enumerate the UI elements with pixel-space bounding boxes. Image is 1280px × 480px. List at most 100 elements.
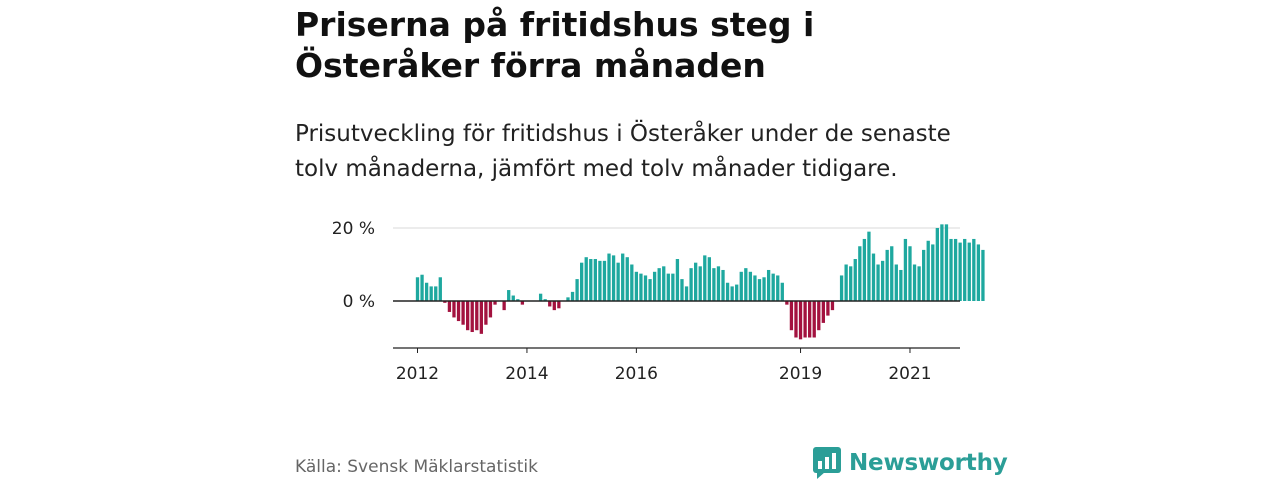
bar (940, 224, 944, 301)
bar (785, 301, 789, 305)
bar (876, 264, 880, 301)
bar (853, 259, 857, 301)
bar (447, 301, 452, 312)
bar (675, 259, 680, 301)
bar (502, 301, 506, 311)
bar (753, 275, 757, 301)
bar (703, 255, 707, 302)
bar (621, 253, 625, 301)
x-tick-label: 2014 (505, 364, 548, 384)
bar (885, 249, 889, 301)
bar (849, 266, 853, 301)
bar (456, 301, 461, 322)
bar (949, 238, 953, 301)
bar (712, 268, 716, 301)
bar (548, 301, 552, 307)
bar (730, 286, 734, 301)
bar (716, 266, 721, 301)
chart-subtitle: Prisutveckling för fritidshus i Österåke… (295, 117, 985, 187)
title-line-1: Priserna på fritidshus steg i (295, 5, 815, 44)
bar (944, 224, 949, 301)
bar (662, 266, 666, 301)
bar (589, 259, 593, 301)
bar (671, 273, 675, 302)
bar (493, 301, 497, 305)
bar (570, 291, 575, 302)
bar (593, 259, 597, 301)
source-note: Källa: Svensk Mäklarstatistik (295, 457, 538, 477)
bar (415, 277, 420, 301)
bar (917, 266, 921, 301)
bar (707, 257, 711, 301)
bar (488, 301, 493, 318)
bar (899, 269, 903, 301)
bar (429, 286, 433, 301)
bar (438, 277, 442, 301)
bar (507, 290, 511, 301)
bar (652, 271, 657, 301)
bar (817, 301, 821, 331)
bar (830, 301, 835, 311)
bar (967, 242, 971, 301)
brand-name: Newsworthy (849, 450, 1008, 476)
bar (890, 246, 894, 301)
tick-labels: 0 %20 %2012201420162019202120234 % (332, 219, 932, 384)
bar (602, 260, 607, 301)
bar (867, 231, 871, 301)
chart-card: Priserna på fritidshus steg i Österåker … (295, 0, 1008, 480)
y-tick-label: 0 % (343, 292, 375, 312)
x-tick-label: 2012 (396, 364, 439, 384)
bars (415, 224, 985, 340)
bar (880, 260, 885, 301)
bar (584, 257, 588, 301)
bar (420, 274, 424, 301)
bar (689, 268, 693, 301)
bar (926, 240, 930, 301)
bar (479, 301, 483, 334)
bar (520, 301, 525, 305)
bar (762, 277, 766, 301)
bar (826, 301, 830, 316)
bar (839, 275, 844, 301)
bar (639, 273, 643, 302)
bar-chart: 0 %20 %2012201420162019202120234 % (332, 219, 985, 384)
bar (470, 301, 474, 333)
bar (634, 271, 639, 301)
bar (972, 238, 976, 301)
bar (511, 295, 515, 301)
bar (657, 268, 661, 301)
bar (643, 275, 648, 301)
bar (771, 273, 775, 302)
bar (575, 279, 579, 301)
bar (680, 279, 684, 301)
bar (557, 301, 561, 309)
bar (821, 301, 825, 323)
bar (766, 269, 771, 301)
bar (461, 301, 465, 325)
bar (566, 297, 570, 301)
bar (424, 282, 429, 301)
bar (958, 242, 962, 301)
bar (912, 264, 917, 301)
bar (443, 301, 447, 303)
bar (803, 301, 807, 338)
bar (844, 264, 848, 301)
bar (538, 293, 543, 301)
bar (757, 279, 762, 301)
bar (871, 253, 876, 301)
bar (812, 301, 816, 338)
bar (976, 244, 981, 301)
bar (794, 301, 798, 338)
bar (725, 282, 730, 301)
bar (721, 269, 725, 301)
bar (611, 255, 616, 302)
bar (963, 238, 967, 301)
bar (935, 228, 939, 301)
bar (922, 249, 926, 301)
x-tick-label: 2021 (888, 364, 931, 384)
bar (684, 286, 689, 301)
bar (739, 271, 743, 301)
bar (798, 301, 803, 340)
page-title: Priserna på fritidshus steg i Österåker … (295, 4, 985, 86)
bar (931, 244, 935, 301)
